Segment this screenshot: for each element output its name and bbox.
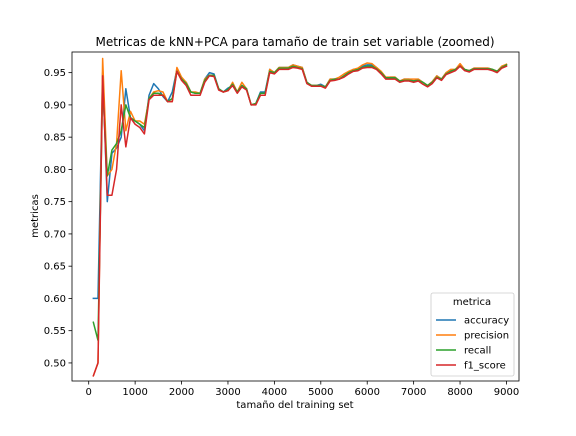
x-tick-label: 1000 — [122, 387, 147, 398]
y-tick-label: 0.55 — [44, 326, 66, 337]
y-axis-label: metricas — [30, 194, 41, 238]
legend-label-recall: recall — [464, 346, 491, 357]
x-axis: 0 1000 2000 3000 4000 5000 6000 7000 8000 9000 — [86, 381, 519, 398]
legend-title: metrica — [453, 297, 491, 308]
y-tick-label: 0.85 — [44, 133, 66, 144]
y-tick-label: 0.70 — [44, 229, 66, 240]
x-tick-label: 0 — [86, 387, 92, 398]
legend-label-f1_score: f1_score — [464, 361, 506, 372]
y-tick-label: 0.95 — [44, 68, 66, 79]
x-tick-label: 7000 — [401, 387, 426, 398]
x-tick-label: 6000 — [354, 387, 379, 398]
chart-title: Metricas de kNN+PCA para tamaño de train… — [95, 35, 494, 49]
plot-area — [92, 57, 508, 377]
legend-box — [430, 292, 515, 377]
series-line-f1_score — [92, 65, 508, 377]
y-tick-label: 0.60 — [44, 294, 66, 305]
legend-label-precision: precision — [464, 331, 509, 342]
x-tick-label: 9000 — [494, 387, 519, 398]
x-tick-label: 8000 — [447, 387, 472, 398]
y-tick-label: 0.75 — [44, 197, 66, 208]
y-tick-label: 0.65 — [44, 262, 66, 273]
legend: metrica accuracy precision recall f1_score — [430, 292, 515, 377]
y-tick-label: 0.50 — [44, 358, 66, 369]
x-tick-label: 5000 — [308, 387, 333, 398]
x-tick-label: 3000 — [215, 387, 240, 398]
y-tick-label: 0.80 — [44, 165, 66, 176]
series-line-precision — [92, 57, 508, 377]
legend-label-accuracy: accuracy — [464, 316, 509, 327]
x-tick-label: 2000 — [169, 387, 194, 398]
x-tick-label: 4000 — [262, 387, 287, 398]
x-axis-label: tamaño del training set — [236, 400, 353, 411]
axes-frame — [71, 51, 520, 382]
y-axis: 0.50 0.55 0.60 0.65 0.70 0.75 0.80 0.85 0.90 0.95 — [44, 68, 72, 369]
y-tick-label: 0.90 — [44, 100, 66, 111]
